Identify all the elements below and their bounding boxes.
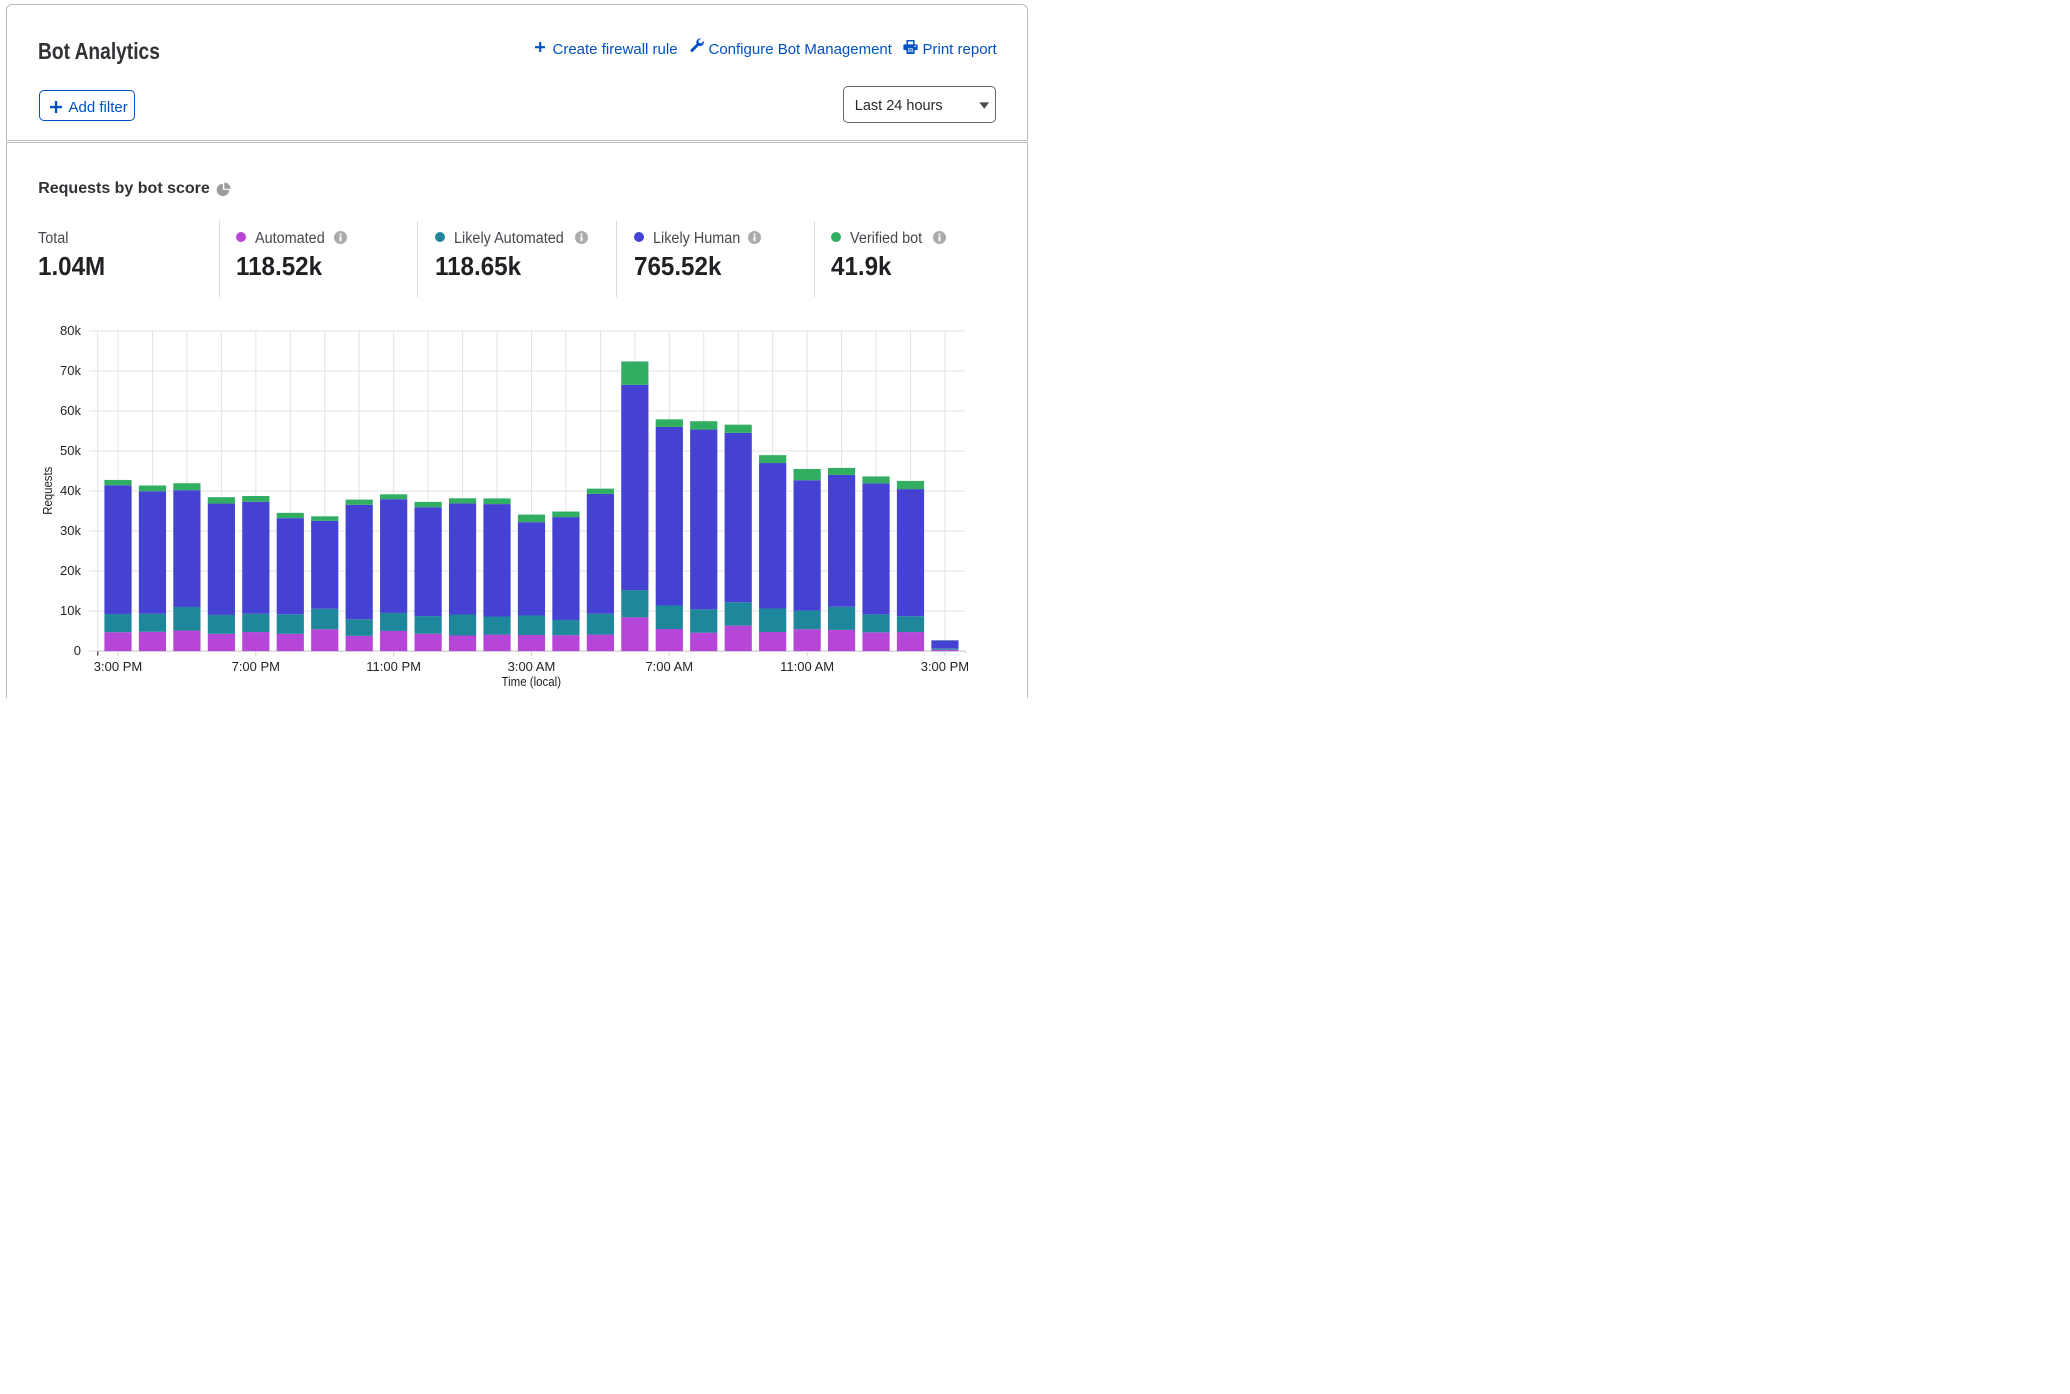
svg-text:20k: 20k — [60, 563, 81, 578]
svg-text:60k: 60k — [60, 403, 81, 418]
svg-text:30k: 30k — [60, 523, 81, 538]
svg-text:Requests: Requests — [40, 466, 55, 514]
svg-text:7:00 PM: 7:00 PM — [232, 659, 280, 674]
svg-text:40k: 40k — [60, 483, 81, 498]
svg-text:10k: 10k — [60, 603, 81, 618]
svg-text:3:00 PM: 3:00 PM — [921, 659, 969, 674]
svg-text:Time (local): Time (local) — [502, 674, 562, 689]
svg-text:80k: 80k — [60, 323, 81, 338]
svg-text:11:00 AM: 11:00 AM — [780, 659, 834, 674]
svg-text:70k: 70k — [60, 363, 81, 378]
svg-text:11:00 PM: 11:00 PM — [366, 659, 421, 674]
svg-text:3:00 AM: 3:00 AM — [508, 659, 556, 674]
svg-text:7:00 AM: 7:00 AM — [645, 659, 693, 674]
svg-text:3:00 PM: 3:00 PM — [94, 659, 142, 674]
svg-text:0: 0 — [74, 643, 81, 658]
svg-text:50k: 50k — [60, 443, 81, 458]
